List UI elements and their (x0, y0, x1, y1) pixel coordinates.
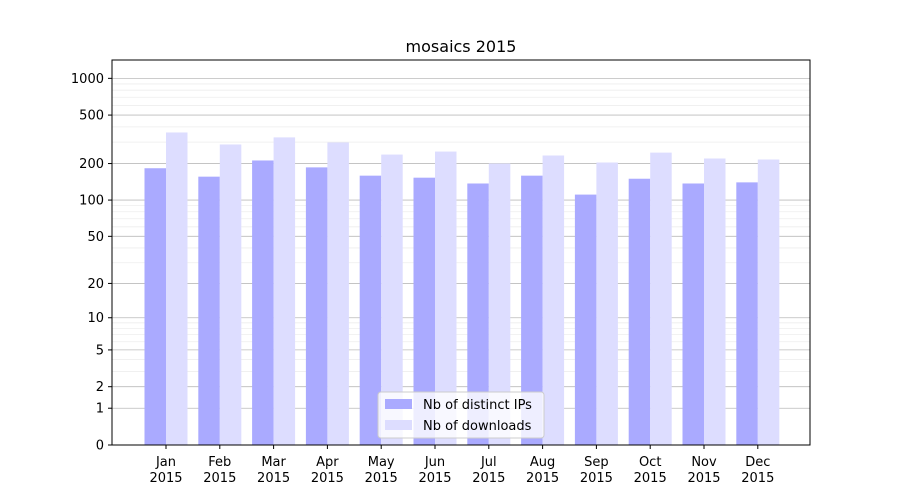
bar-ips-3 (305, 167, 328, 445)
x-tick-label: Jan 2015 (149, 455, 182, 486)
bar-ips-11 (736, 182, 758, 445)
bar-downloads-10 (704, 158, 726, 445)
legend-label-ips: Nb of distinct IPs (423, 398, 532, 413)
x-tick-label: Jun 2015 (418, 455, 451, 486)
x-tick-label: Feb 2015 (203, 455, 236, 486)
y-tick-label: 500 (79, 109, 104, 124)
bar-downloads-0 (166, 132, 188, 445)
x-tick-label: Sep 2015 (580, 455, 613, 486)
y-tick-label: 1000 (71, 72, 104, 87)
bar-ips-0 (144, 168, 166, 445)
y-tick-label: 10 (87, 311, 104, 326)
bar-downloads-9 (650, 152, 672, 445)
y-tick-label: 20 (87, 277, 104, 292)
y-tick-label: 50 (87, 230, 104, 245)
legend: Nb of distinct IPs Nb of downloads (377, 391, 545, 439)
bar-ips-6 (467, 183, 489, 445)
legend-swatch-ips (385, 399, 412, 409)
bar-ips-8 (574, 194, 597, 445)
legend-label-downloads: Nb of downloads (423, 419, 532, 434)
x-tick-label: Jul 2015 (472, 455, 505, 486)
bar-downloads-6 (488, 163, 511, 445)
x-tick-label: Dec 2015 (741, 455, 774, 486)
bar-ips-10 (682, 183, 704, 445)
plot-frame (111, 59, 811, 446)
legend-swatch-downloads (385, 420, 412, 430)
y-tick-label: 0 (96, 439, 104, 454)
x-tick-label: Oct 2015 (634, 455, 667, 486)
bar-ips-7 (521, 175, 543, 445)
x-tick-label: Mar 2015 (257, 455, 290, 486)
bar-downloads-8 (596, 162, 618, 446)
bar-downloads-5 (435, 151, 457, 445)
y-tick-label: 2 (96, 380, 104, 395)
y-tick-label: 100 (79, 194, 104, 209)
y-tick-label: 5 (96, 343, 104, 358)
x-tick-label: May 2015 (365, 455, 398, 486)
bar-downloads-11 (757, 159, 780, 445)
bar-downloads-3 (327, 142, 349, 446)
bar-downloads-1 (219, 144, 242, 446)
bar-ips-4 (359, 175, 382, 445)
bar-downloads-2 (273, 137, 296, 445)
x-tick-label: Apr 2015 (311, 455, 344, 486)
bar-ips-2 (252, 160, 274, 445)
bar-downloads-4 (381, 154, 403, 446)
chart-title: mosaics 2015 (406, 37, 517, 56)
y-tick-label: 1 (96, 402, 104, 417)
x-tick-label: Nov 2015 (687, 455, 720, 486)
x-tick-label: Aug 2015 (526, 455, 559, 486)
y-tick-label: 200 (79, 157, 104, 172)
bar-downloads-7 (542, 155, 565, 446)
bar-ips-9 (628, 178, 651, 446)
bar-ips-1 (198, 176, 220, 445)
bar-ips-5 (413, 177, 435, 445)
